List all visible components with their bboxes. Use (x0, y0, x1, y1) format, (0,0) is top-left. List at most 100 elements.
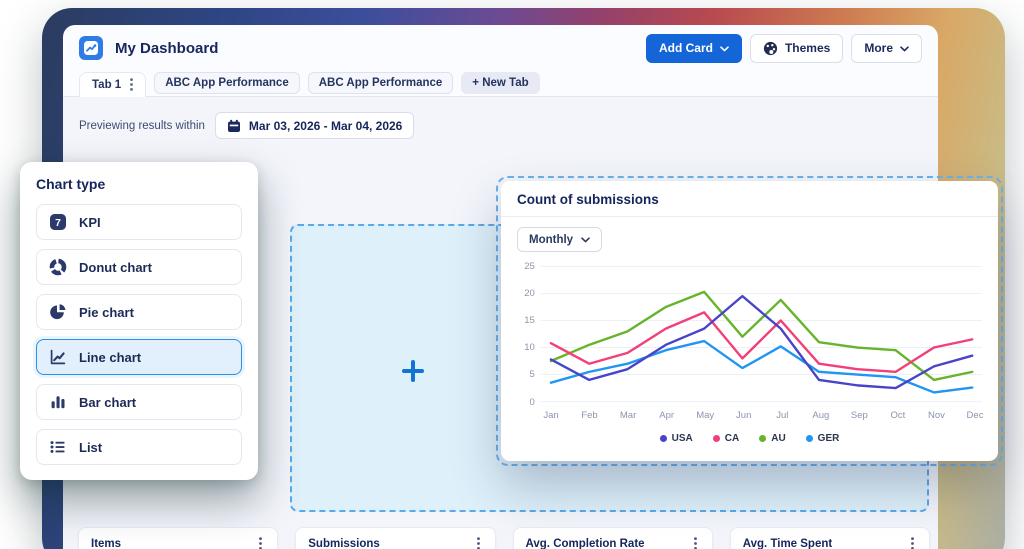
new-tab-button[interactable]: + New Tab (461, 71, 540, 94)
kpi-card[interactable]: Avg. Time Spent2minIn selected period (729, 527, 930, 549)
y-tick-label: 0 (529, 396, 535, 408)
chart-type-label: Bar chart (79, 394, 137, 410)
kpi-card-title: Submissions (308, 537, 380, 549)
kpi-card-header: Submissions (296, 528, 494, 549)
chart-type-item-donut-chart[interactable]: Donut chart (36, 249, 242, 285)
legend-item-ca: CA (712, 433, 740, 444)
x-axis-labels: Jan Feb Mar Apr May Jun Jul Aug Sep Oct Nov Dec (541, 410, 985, 424)
kebab-icon[interactable] (474, 536, 483, 549)
tab-bar: Tab 1 ABC App Performance ABC App Performa… (63, 71, 938, 97)
plus-icon (402, 360, 424, 382)
legend-label: GER (817, 433, 840, 444)
legend-dot-icon (805, 435, 813, 442)
chart-type-item-line-chart[interactable]: Line chart (36, 339, 242, 375)
x-tick-label: Jul (776, 410, 789, 421)
chevron-down-icon (581, 236, 590, 243)
x-tick-label: Oct (890, 410, 906, 421)
chart-type-label: Pie chart (79, 304, 134, 320)
calendar-icon (227, 119, 241, 133)
y-tick-label: 25 (524, 260, 535, 272)
chart-card-selection-outline: Count of submissions Monthly 0 5 10 15 20 25 … (496, 176, 1003, 466)
legend-dot-icon (659, 435, 667, 442)
x-tick-label: Apr (659, 410, 675, 421)
donut-chart-icon (49, 258, 67, 276)
legend-dot-icon (759, 435, 767, 442)
svg-text:7: 7 (55, 217, 61, 229)
chart-type-item-bar-chart[interactable]: Bar chart (36, 384, 242, 420)
chart-card-title: Count of submissions (501, 181, 998, 217)
kpi-icon: 7 (49, 213, 67, 231)
y-axis-ticks: 0 5 10 15 20 25 (517, 260, 541, 410)
chart-type-item-kpi[interactable]: 7 KPI (36, 204, 242, 240)
app-header: My Dashboard Add Card Themes More (63, 25, 938, 71)
palette-icon (763, 41, 778, 56)
tab-label: ABC App Performance (165, 76, 289, 89)
chart-plot-area: 0 5 10 15 20 25 (501, 260, 998, 410)
date-range-value: Mar 03, 2026 - Mar 04, 2026 (248, 118, 403, 133)
chart-type-item-pie-chart[interactable]: Pie chart (36, 294, 242, 330)
legend-item-usa: USA (659, 433, 693, 444)
legend-label: AU (771, 433, 786, 444)
chart-type-label: List (79, 439, 103, 455)
kpi-card[interactable]: Submissions100KIn selected period (295, 527, 496, 549)
list-icon (49, 438, 67, 456)
add-card-button[interactable]: Add Card (645, 33, 742, 63)
x-tick-label: Nov (928, 410, 945, 421)
legend-dot-icon (712, 435, 720, 442)
x-tick-label: Dec (966, 410, 984, 421)
pie-chart-icon (49, 303, 67, 321)
kpi-card-title: Avg. Completion Rate (525, 537, 645, 549)
kpi-card[interactable]: Items200KIn selected period (78, 527, 279, 549)
kebab-icon[interactable] (908, 536, 917, 549)
tab-label: + New Tab (472, 76, 529, 89)
kpi-card-title: Items (91, 537, 122, 549)
tab-active[interactable]: Tab 1 (79, 72, 147, 97)
chart-type-label: KPI (79, 214, 101, 230)
kpi-card-row: Items200KIn selected period Submissions10… (78, 527, 930, 549)
legend-item-ger: GER (805, 433, 840, 444)
line-chart-svg (540, 265, 982, 403)
add-card-label: Add Card (658, 41, 713, 55)
line-chart-card[interactable]: Count of submissions Monthly 0 5 10 15 20 25 … (501, 181, 998, 461)
period-value: Monthly (529, 233, 574, 246)
kpi-card-header: Avg. Completion Rate (514, 528, 712, 549)
preview-label: Previewing results within (79, 119, 205, 132)
header-actions: Add Card Themes More (645, 33, 922, 63)
tab-label: ABC App Performance (318, 76, 443, 89)
x-tick-label: Jan (543, 410, 559, 421)
legend-label: USA (671, 433, 693, 444)
more-label: More (864, 41, 893, 55)
page-title: My Dashboard (115, 39, 219, 57)
date-range-picker[interactable]: Mar 03, 2026 - Mar 04, 2026 (214, 112, 415, 139)
dashboard-logo-icon (79, 36, 103, 60)
period-selector[interactable]: Monthly (517, 227, 603, 252)
chevron-down-icon (900, 45, 909, 52)
tab[interactable]: ABC App Performance (307, 71, 454, 94)
kpi-card-header: Items (79, 528, 277, 549)
tab-label: Tab 1 (92, 78, 122, 91)
tab[interactable]: ABC App Performance (154, 71, 300, 94)
x-tick-label: Jun (736, 410, 752, 421)
kebab-icon[interactable] (128, 76, 135, 93)
kpi-card-title: Avg. Time Spent (742, 537, 833, 549)
filter-bar: Previewing results within Mar 03, 2026 -… (79, 112, 415, 139)
more-button[interactable]: More (851, 33, 922, 63)
kebab-icon[interactable] (256, 536, 265, 549)
x-tick-label: Aug (812, 410, 830, 421)
chart-type-panel: Chart type 7 KPI Donut chart Pie chart Line … (20, 162, 258, 480)
chart-type-list: 7 KPI Donut chart Pie chart Line chart Bar ch… (36, 204, 242, 465)
kebab-icon[interactable] (691, 536, 700, 549)
legend-label: CA (724, 433, 740, 444)
legend-item-au: AU (759, 433, 786, 444)
kpi-card[interactable]: Avg. Completion Rate50%In selected perio… (512, 527, 713, 549)
themes-button[interactable]: Themes (749, 33, 844, 63)
y-tick-label: 10 (524, 342, 535, 354)
chart-legend: USA CA AU GER (501, 433, 998, 444)
x-tick-label: Feb (581, 410, 598, 421)
chart-type-item-list[interactable]: List (36, 429, 242, 465)
chart-type-label: Donut chart (79, 259, 152, 275)
y-tick-label: 20 (524, 287, 535, 299)
y-tick-label: 15 (524, 314, 535, 326)
chevron-down-icon (720, 45, 729, 52)
